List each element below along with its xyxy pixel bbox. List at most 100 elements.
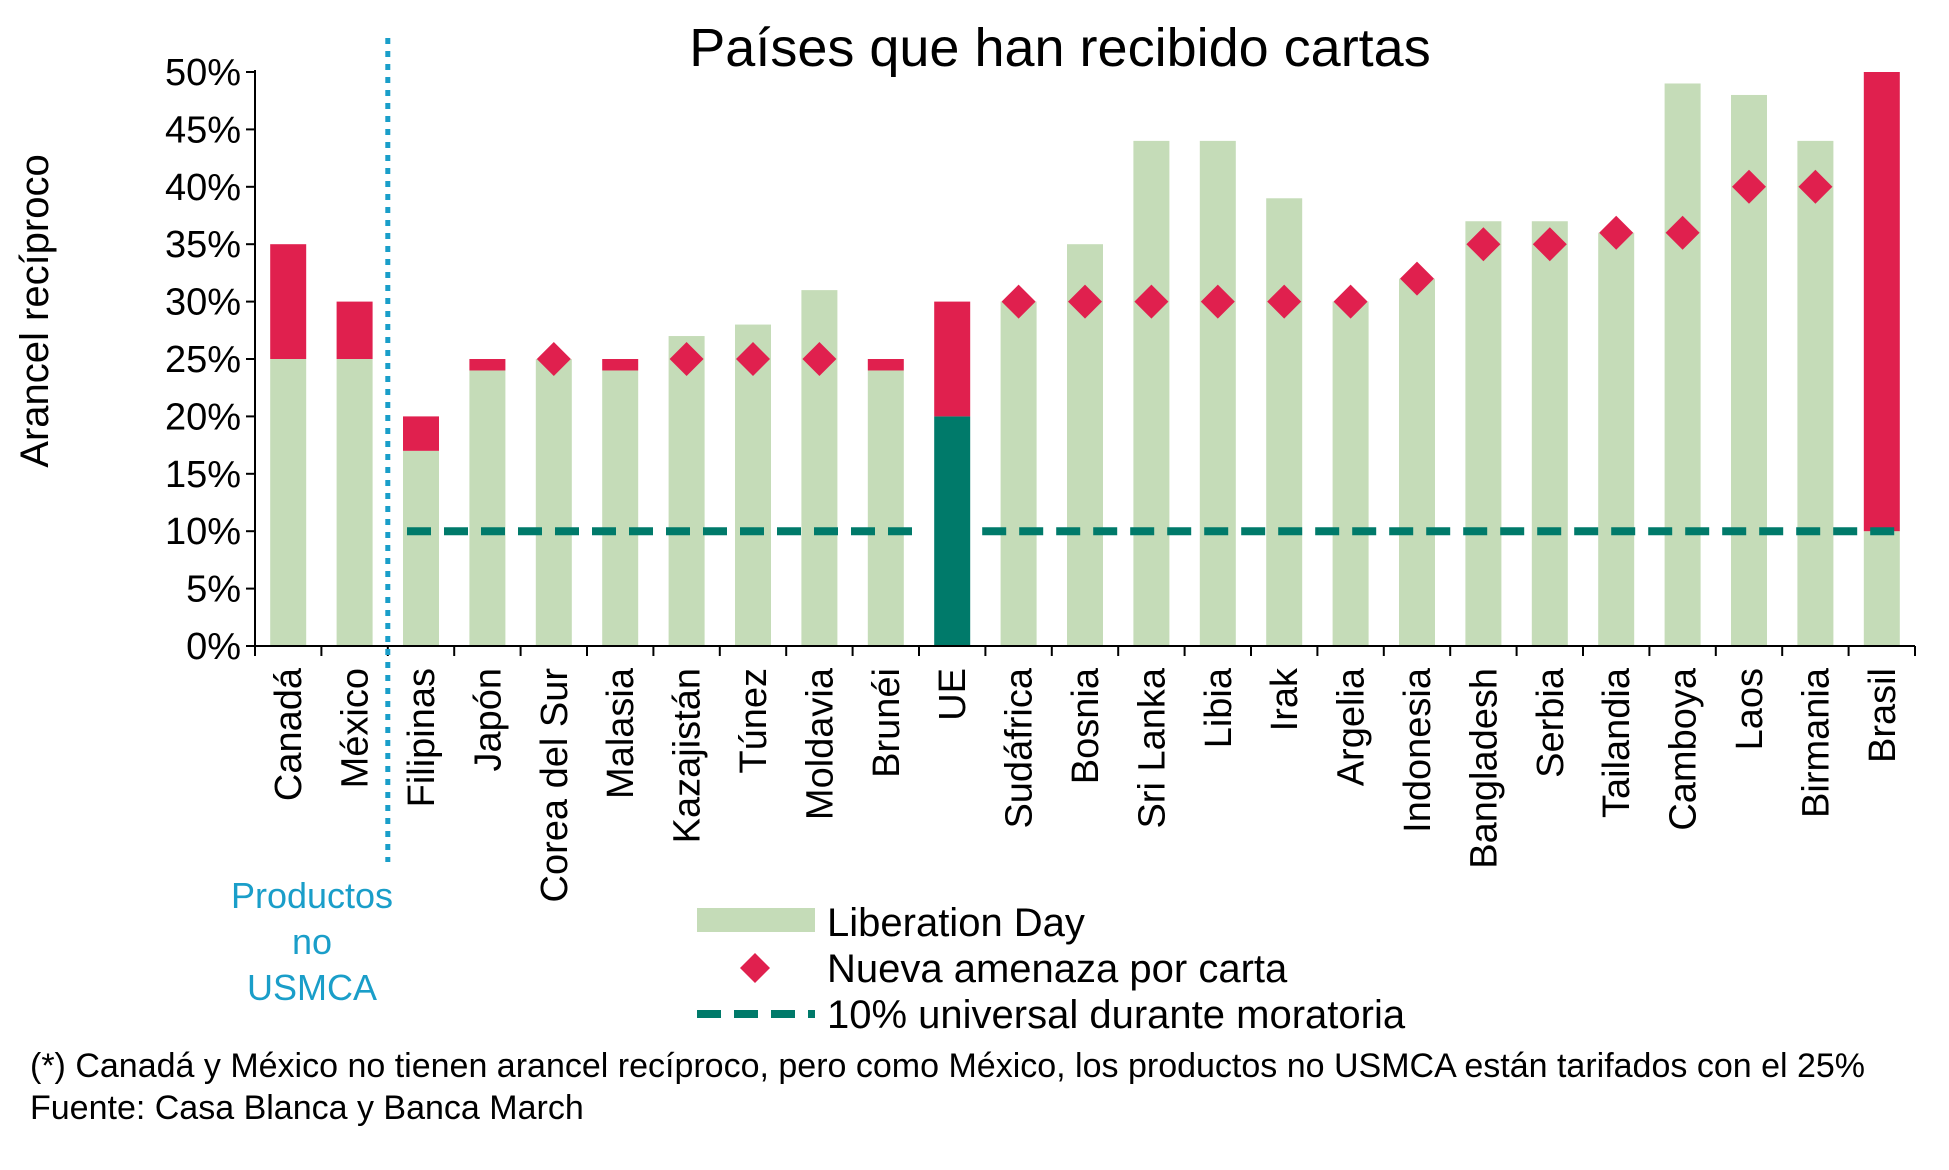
x-label-9: Brunéi — [866, 668, 908, 778]
x-label-5: Malasia — [600, 667, 642, 799]
bar-5 — [602, 370, 639, 646]
x-label-13: Sri Lanka — [1131, 667, 1173, 828]
x-label-4: Corea del Sur — [534, 668, 576, 903]
marker-23 — [1798, 169, 1833, 204]
bar-20 — [1598, 232, 1635, 646]
bar-10 — [934, 416, 971, 646]
x-label-11: Sudáfrica — [999, 667, 1041, 828]
marker-11 — [1001, 284, 1036, 319]
y-tick-label: 25% — [165, 339, 241, 381]
marker-15 — [1267, 284, 1302, 319]
x-label-16: Argelia — [1331, 667, 1373, 786]
x-label-24: Brasil — [1862, 668, 1904, 763]
increase-10 — [934, 301, 971, 417]
chart: Países que han recibido cartas Arancel r… — [13, 18, 1916, 1037]
bar-4 — [535, 359, 572, 646]
source-text: Fuente: Casa Blanca y Banca March — [30, 1089, 584, 1127]
divider-label-line: no — [292, 921, 332, 962]
y-tick-label: 40% — [165, 167, 241, 209]
bar-2 — [403, 450, 439, 646]
y-axis-ticks: 0% 5% 10% 15% 20% 25% 30% 35% 40% 45% 50% — [165, 52, 255, 668]
x-label-15: Irak — [1264, 667, 1306, 731]
y-tick-label: 20% — [165, 396, 241, 438]
x-label-2: Filipinas — [401, 668, 443, 807]
x-label-1: México — [335, 668, 377, 788]
y-axis-label: Arancel recíproco — [13, 154, 57, 467]
axes — [254, 70, 1916, 656]
bar-14 — [1199, 140, 1236, 646]
marker-7 — [736, 342, 770, 376]
increase-1 — [336, 301, 373, 359]
divider-label-line: USMCA — [247, 967, 377, 1008]
bars — [270, 72, 1900, 647]
marker-17 — [1400, 261, 1434, 296]
marker-22 — [1732, 169, 1766, 204]
marker-16 — [1333, 284, 1368, 319]
y-tick-label: 30% — [165, 282, 241, 324]
x-label-22: Laos — [1729, 668, 1771, 750]
x-label-7: Túnez — [733, 668, 775, 774]
bar-11 — [1000, 301, 1037, 646]
x-label-0: Canadá — [268, 667, 310, 801]
y-tick-label: 0% — [186, 626, 241, 668]
bar-1 — [336, 359, 373, 646]
marker-8 — [802, 342, 837, 376]
increase-2 — [403, 416, 439, 451]
marker-18 — [1466, 227, 1501, 262]
bar-0 — [270, 359, 307, 646]
marker-20 — [1599, 215, 1634, 250]
bar-24 — [1863, 531, 1900, 646]
x-label-10: UE — [932, 668, 974, 721]
y-tick-label: 45% — [165, 109, 241, 151]
x-axis-labels: Canadá México Filipinas Japón Corea del Sur M… — [268, 667, 1904, 902]
x-label-23: Birmania — [1795, 667, 1837, 818]
y-tick-label: 50% — [165, 52, 241, 94]
threat-markers — [536, 169, 1833, 376]
bar-7 — [735, 324, 771, 646]
marker-21 — [1665, 215, 1700, 250]
usmca-divider: Productos no USMCA — [231, 38, 393, 1008]
marker-13 — [1134, 284, 1169, 319]
y-tick-label: 35% — [165, 224, 241, 266]
x-label-8: Moldavia — [799, 667, 841, 820]
increase-3 — [469, 359, 506, 371]
marker-19 — [1532, 227, 1567, 262]
bar-17 — [1399, 278, 1435, 646]
x-label-21: Camboya — [1663, 667, 1705, 830]
marker-4 — [536, 342, 571, 376]
legend-swatch-threat — [740, 953, 770, 983]
increase-0 — [270, 244, 307, 359]
legend-label-liberation: Liberation Day — [827, 901, 1085, 945]
x-label-17: Indonesia — [1397, 667, 1439, 833]
bar-15 — [1266, 198, 1303, 646]
y-tick-label: 5% — [186, 569, 241, 611]
increase-9 — [867, 359, 904, 371]
bar-16 — [1332, 301, 1369, 646]
bar-6 — [668, 336, 705, 646]
x-label-20: Tailandia — [1596, 667, 1638, 818]
legend-swatch-liberation — [697, 908, 815, 932]
increase-24 — [1863, 72, 1900, 532]
y-tick-label: 10% — [165, 511, 241, 553]
bar-21 — [1664, 83, 1701, 647]
footnote-text: (*) Canadá y México no tienen arancel re… — [30, 1047, 1866, 1085]
bar-18 — [1465, 221, 1502, 647]
x-label-18: Bangladesh — [1463, 668, 1505, 869]
x-label-19: Serbia — [1530, 667, 1572, 778]
chart-title: Países que han recibido cartas — [689, 18, 1430, 78]
footnote: (*) Canadá y México no tienen arancel re… — [30, 1045, 1910, 1129]
increase-5 — [602, 359, 639, 371]
y-tick-label: 15% — [165, 454, 241, 496]
bar-3 — [469, 370, 506, 646]
marker-14 — [1200, 284, 1235, 319]
bar-23 — [1797, 140, 1834, 646]
x-label-3: Japón — [467, 668, 509, 772]
x-label-6: Kazajistán — [667, 668, 709, 843]
marker-12 — [1068, 284, 1102, 319]
marker-6 — [669, 342, 704, 376]
bar-9 — [867, 370, 904, 646]
x-label-14: Libia — [1198, 667, 1240, 748]
bar-19 — [1531, 221, 1568, 647]
divider-label-line: Productos — [231, 875, 393, 916]
